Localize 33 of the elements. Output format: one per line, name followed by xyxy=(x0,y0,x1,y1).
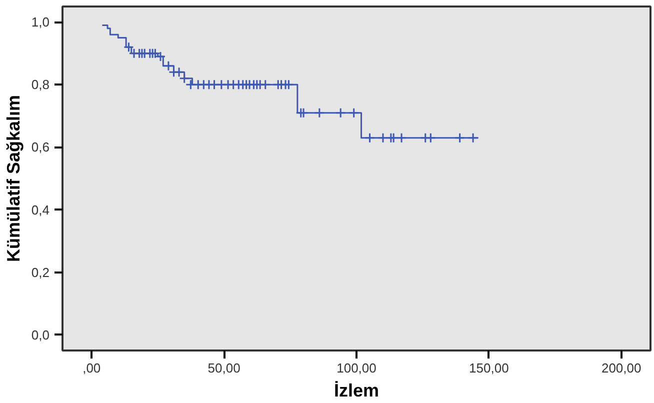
point xyxy=(209,79,220,90)
point xyxy=(123,42,134,52)
point xyxy=(150,48,160,59)
point xyxy=(260,79,271,90)
point xyxy=(378,132,388,144)
y-tick-label: 0,4 xyxy=(31,202,50,218)
point xyxy=(163,60,174,72)
x-tick-label: ,00 xyxy=(82,360,101,376)
x-tick-label: 150,00 xyxy=(469,360,509,376)
point xyxy=(425,132,436,144)
point xyxy=(314,108,325,118)
x-axis-title: İzlem xyxy=(334,380,380,400)
y-tick-label: 0,8 xyxy=(31,77,50,92)
y-tick-label: 1,0 xyxy=(31,14,50,30)
x-tick-label: 100,00 xyxy=(336,360,376,376)
point xyxy=(348,108,360,118)
y-axis-title: Kümülatif Sağkalım xyxy=(3,94,24,262)
point xyxy=(396,132,407,144)
x-tick-label: 200,00 xyxy=(601,360,642,376)
point xyxy=(335,108,346,118)
y-tick-label: 0,6 xyxy=(31,140,50,155)
point xyxy=(364,132,375,144)
y-tick-label: 0,2 xyxy=(31,264,50,280)
point xyxy=(185,79,196,90)
x-tick-label: 50,00 xyxy=(208,360,240,376)
point xyxy=(283,79,294,90)
y-tick-label: 0,0 xyxy=(31,327,50,342)
point xyxy=(179,73,190,84)
point xyxy=(454,132,466,144)
point xyxy=(155,51,166,62)
point xyxy=(298,108,309,118)
point xyxy=(388,132,399,144)
point xyxy=(174,66,184,78)
